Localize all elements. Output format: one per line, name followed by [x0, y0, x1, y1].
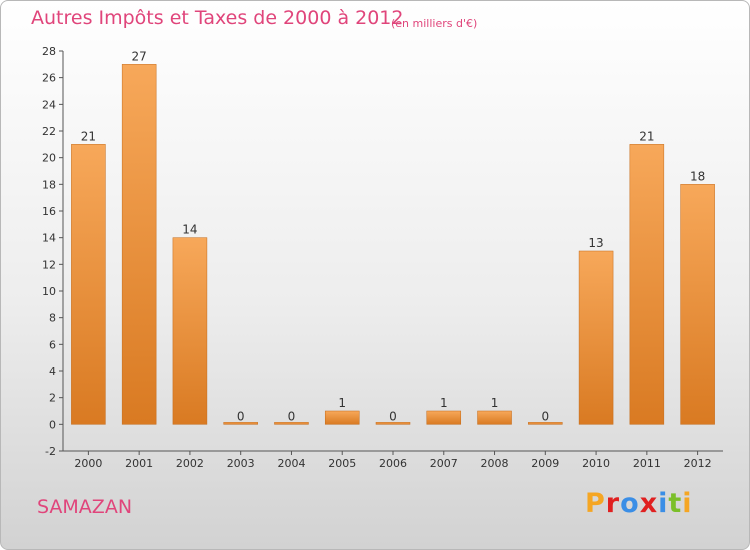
logo-letter: o: [620, 488, 640, 519]
data-label-2000: 21: [81, 129, 96, 143]
logo-letter: P: [585, 488, 606, 519]
y-tick-label: -2: [45, 445, 56, 458]
chart-subtitle: (en milliers d'€): [391, 17, 478, 30]
y-tick-label: 14: [42, 232, 56, 245]
data-label-2009: 0: [541, 409, 549, 423]
y-tick-label: 10: [42, 285, 56, 298]
y-tick-label: 28: [42, 45, 56, 58]
x-tick-label-2008: 2008: [481, 457, 509, 470]
x-tick-label-2010: 2010: [582, 457, 610, 470]
bar-2003: [223, 422, 258, 425]
y-tick-label: 26: [42, 72, 56, 85]
data-label-2010: 13: [588, 236, 603, 250]
y-tick-label: 12: [42, 258, 56, 271]
x-tick-label-2001: 2001: [125, 457, 153, 470]
data-label-2006: 0: [389, 409, 397, 423]
x-tick-label-2003: 2003: [227, 457, 255, 470]
bar-2002: [172, 237, 208, 425]
y-tick-label: 0: [49, 418, 56, 431]
bar-2010: [578, 250, 614, 425]
data-label-2012: 18: [690, 169, 705, 183]
x-tick-label-2004: 2004: [277, 457, 305, 470]
logo-letter: x: [639, 488, 659, 519]
x-tick-label-2006: 2006: [379, 457, 407, 470]
x-tick-label-2012: 2012: [684, 457, 712, 470]
y-tick-label: 8: [49, 312, 56, 325]
data-label-2008: 1: [491, 396, 499, 410]
data-label-2003: 0: [237, 409, 245, 423]
y-tick-label: 24: [42, 98, 56, 111]
x-tick-label-2009: 2009: [531, 457, 559, 470]
bar-2006: [375, 422, 411, 425]
proxiti-logo[interactable]: Proxiti: [585, 488, 693, 519]
chart-title: Autres Impôts et Taxes de 2000 à 2012: [31, 7, 404, 29]
data-label-2011: 21: [639, 129, 654, 143]
data-label-2004: 0: [288, 409, 296, 423]
data-label-2002: 14: [182, 223, 197, 237]
bar-2004: [274, 422, 309, 425]
y-tick-label: 22: [42, 125, 56, 138]
logo-letter: t: [668, 488, 683, 519]
bar-2000: [71, 144, 106, 425]
data-label-2007: 1: [440, 396, 448, 410]
y-tick-label: 4: [49, 365, 56, 378]
bar-2009: [528, 422, 563, 425]
y-tick-label: 16: [42, 205, 56, 218]
y-tick-label: 2: [49, 392, 56, 405]
bar-2008: [477, 410, 512, 425]
logo-letter: i: [658, 488, 669, 519]
x-tick-label-2011: 2011: [633, 457, 661, 470]
y-tick-label: 6: [49, 338, 56, 351]
y-tick-label: 18: [42, 178, 56, 191]
logo-letter: i: [682, 488, 693, 519]
x-tick-label-2000: 2000: [74, 457, 102, 470]
y-tick-label: 20: [42, 152, 56, 165]
logo-letter: r: [605, 488, 621, 519]
bar-2012: [680, 184, 715, 425]
bar-2005: [324, 410, 360, 425]
data-label-2005: 1: [338, 396, 346, 410]
x-tick-label-2005: 2005: [328, 457, 356, 470]
data-label-2001: 27: [132, 49, 147, 63]
place-name: SAMAZAN: [37, 496, 133, 518]
bar-2007: [426, 410, 462, 425]
x-tick-label-2002: 2002: [176, 457, 204, 470]
bar-2011: [629, 144, 665, 425]
x-tick-label-2007: 2007: [430, 457, 458, 470]
bar-2001: [121, 64, 157, 425]
